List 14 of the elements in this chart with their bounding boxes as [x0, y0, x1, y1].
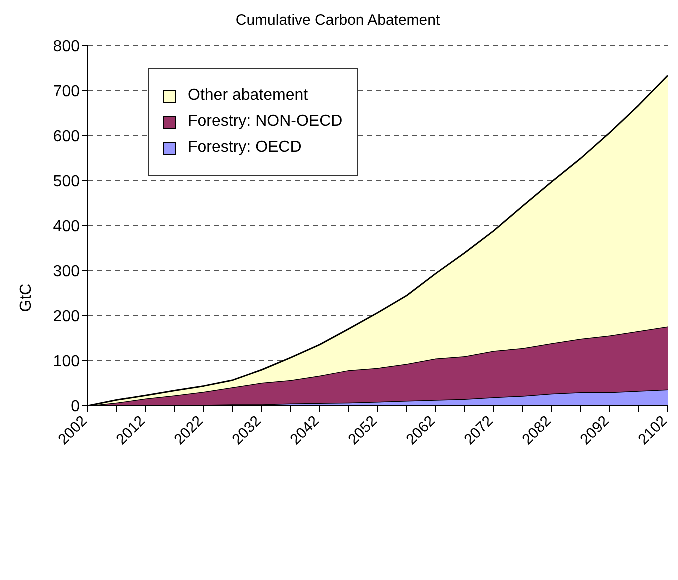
y-tick-label: 600 — [53, 128, 80, 146]
y-tick-label: 400 — [53, 218, 80, 236]
y-tick-label: 500 — [53, 174, 80, 191]
y-axis-title: GtC — [18, 284, 36, 312]
y-tick-label: 0 — [71, 398, 80, 416]
y-tick-label: 700 — [53, 84, 80, 101]
y-tick-label: 300 — [53, 264, 80, 281]
legend-label: Forestry: OECD — [188, 139, 302, 157]
chart-title: Cumulative Carbon Abatement — [234, 12, 442, 29]
legend-label: Other abatement — [188, 87, 308, 105]
y-tick-label: 100 — [53, 354, 80, 371]
y-tick-label: 800 — [53, 38, 80, 56]
y-tick-label: 200 — [53, 308, 80, 326]
legend-label: Forestry: NON-OECD — [188, 113, 343, 131]
